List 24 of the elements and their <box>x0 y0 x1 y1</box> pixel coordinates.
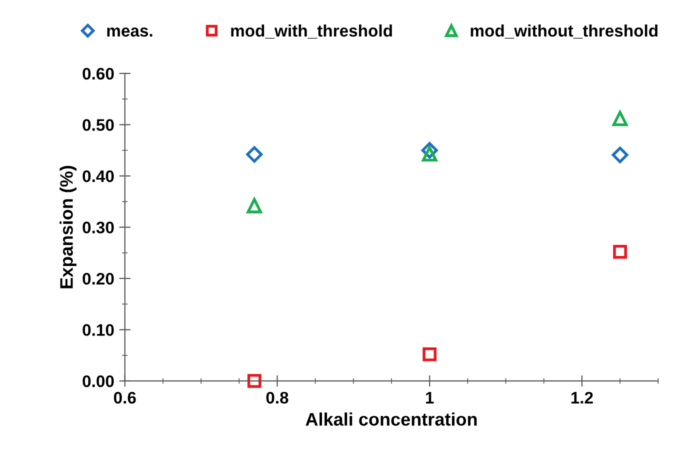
y-tick-label: 0.60 <box>82 68 114 80</box>
y-tick-label: 0.20 <box>82 272 114 285</box>
y-tick-label: 0.40 <box>82 170 114 182</box>
y-tick-label: 0.10 <box>82 324 114 336</box>
point <box>246 198 262 214</box>
point <box>246 146 263 163</box>
y-tick-label: 0.50 <box>82 119 114 131</box>
y-tick-label: 0.30 <box>82 222 114 234</box>
x-tick-label: 1.2 <box>571 392 593 404</box>
legend-label: meas. <box>107 28 152 37</box>
y-tick-label: 0.00 <box>82 375 114 388</box>
point <box>613 244 627 259</box>
point <box>612 146 628 164</box>
legend-label: mod_without_threshold <box>470 24 658 39</box>
x-tick-label: 0.8 <box>266 392 288 404</box>
legend-label: mod_with_threshold <box>231 24 392 39</box>
point <box>247 374 262 388</box>
y-axis-title: Expansion (%) <box>60 166 76 288</box>
point <box>422 347 437 362</box>
x-tick-label: 1 <box>426 392 434 404</box>
x-axis-title: Alkali concentration <box>306 412 477 426</box>
point <box>612 110 628 126</box>
x-tick-label: 0.6 <box>114 392 136 404</box>
point <box>422 146 438 162</box>
